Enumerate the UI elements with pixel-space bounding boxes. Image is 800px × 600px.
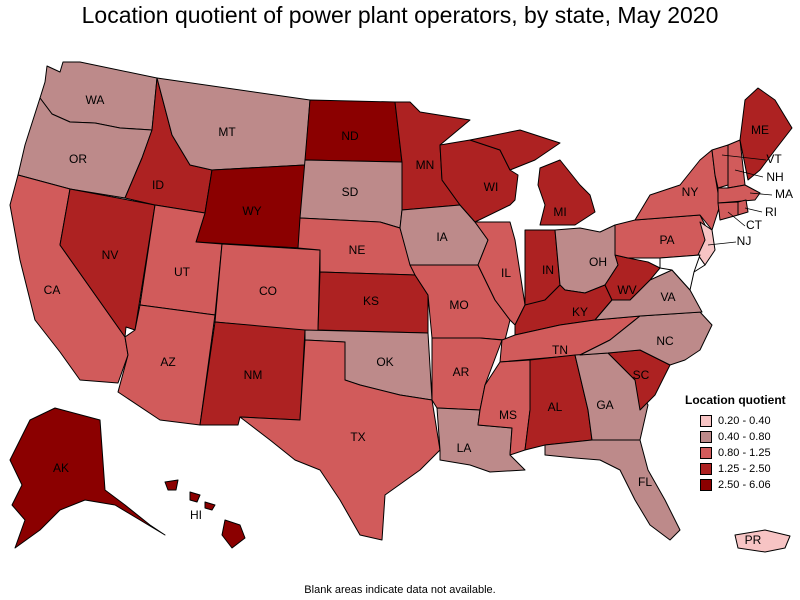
legend-item: 0.20 - 0.40: [685, 413, 795, 429]
legend-label: 0.20 - 0.40: [718, 415, 771, 427]
label-FL: FL: [638, 475, 652, 489]
label-IN: IN: [542, 263, 554, 277]
label-AZ: AZ: [160, 355, 175, 369]
legend-swatch: [700, 415, 712, 427]
leader-RI: [744, 207, 763, 213]
label-NE: NE: [349, 243, 366, 257]
label-NY: NY: [682, 185, 699, 199]
label-WV: WV: [617, 283, 636, 297]
legend-swatch: [700, 431, 712, 443]
label-CO: CO: [259, 284, 277, 298]
label-MN: MN: [416, 158, 435, 172]
label-WA: WA: [86, 93, 105, 107]
label-AR: AR: [453, 365, 470, 379]
legend-swatch: [700, 479, 712, 491]
state-IL: [474, 221, 526, 326]
state-VT: [711, 144, 729, 189]
label-NC: NC: [656, 334, 674, 348]
state-TX: [239, 339, 441, 541]
leader-CT: [727, 211, 746, 227]
legend: Location quotient 0.20 - 0.40 0.40 - 0.8…: [685, 393, 795, 493]
label-PA: PA: [659, 233, 674, 247]
state-labels: WA OR CA NV ID MT WY UT AZ CO NM ND SD N…: [44, 93, 793, 547]
label-OH: OH: [589, 255, 607, 269]
state-AZ: [117, 304, 216, 426]
legend-label: 0.40 - 0.80: [718, 431, 771, 443]
legend-label: 1.25 - 2.50: [718, 463, 771, 475]
label-GA: GA: [596, 398, 613, 412]
leader-MA: [749, 192, 773, 196]
legend-item: 0.40 - 0.80: [685, 429, 795, 445]
label-OR: OR: [69, 152, 87, 166]
legend-item: 0.80 - 1.25: [685, 445, 795, 461]
state-AK: [9, 407, 166, 549]
legend-swatch: [700, 463, 712, 475]
label-NH: NH: [766, 170, 783, 184]
label-RI: RI: [765, 205, 777, 219]
label-UT: UT: [174, 265, 191, 279]
label-KY: KY: [572, 305, 588, 319]
label-OK: OK: [376, 355, 393, 369]
label-NV: NV: [102, 248, 119, 262]
state-PR: [734, 529, 791, 553]
label-SD: SD: [342, 185, 359, 199]
label-KS: KS: [363, 294, 379, 308]
label-MS: MS: [499, 408, 517, 422]
label-MT: MT: [218, 125, 236, 139]
leader-NJ: [707, 241, 737, 246]
label-TN: TN: [552, 343, 568, 357]
label-SC: SC: [633, 368, 650, 382]
footnote: Blank areas indicate data not available.: [304, 584, 496, 596]
state-MD: [659, 254, 701, 291]
label-ME: ME: [751, 123, 769, 137]
legend-item: 1.25 - 2.50: [685, 461, 795, 477]
label-WY: WY: [242, 204, 261, 218]
label-AK: AK: [53, 461, 69, 475]
label-NM: NM: [244, 368, 263, 382]
state-WY: [195, 164, 306, 249]
label-VA: VA: [660, 290, 675, 304]
legend-label: 2.50 - 6.06: [718, 479, 771, 491]
leader-VT: [721, 154, 767, 161]
legend-title: Location quotient: [685, 393, 786, 407]
state-WV: [604, 254, 661, 301]
label-TX: TX: [350, 430, 365, 444]
label-MI: MI: [553, 205, 566, 219]
label-IA: IA: [436, 230, 447, 244]
label-IL: IL: [501, 266, 511, 280]
label-CT: CT: [746, 218, 763, 232]
map-title: Location quotient of power plant operato…: [81, 2, 719, 28]
state-MI: [469, 129, 596, 226]
label-ID: ID: [152, 178, 164, 192]
label-PR: PR: [745, 533, 762, 547]
label-WI: WI: [484, 180, 499, 194]
legend-swatch: [700, 447, 712, 459]
label-AL: AL: [548, 400, 563, 414]
label-MO: MO: [449, 298, 468, 312]
label-MA: MA: [775, 187, 793, 201]
state-ME: [739, 87, 793, 181]
label-ND: ND: [341, 129, 359, 143]
state-KS: [317, 271, 429, 334]
label-VT: VT: [766, 152, 782, 166]
legend-item: 2.50 - 6.06: [685, 477, 795, 493]
label-HI: HI: [190, 508, 202, 522]
label-LA: LA: [457, 441, 472, 455]
label-CA: CA: [44, 283, 61, 297]
state-MA: [717, 184, 761, 204]
legend-label: 0.80 - 1.25: [718, 447, 771, 459]
state-HI: [164, 479, 246, 549]
state-FL: [544, 439, 681, 541]
state-RI: [737, 199, 749, 216]
label-NJ: NJ: [737, 234, 752, 248]
leader-NH: [734, 169, 764, 178]
